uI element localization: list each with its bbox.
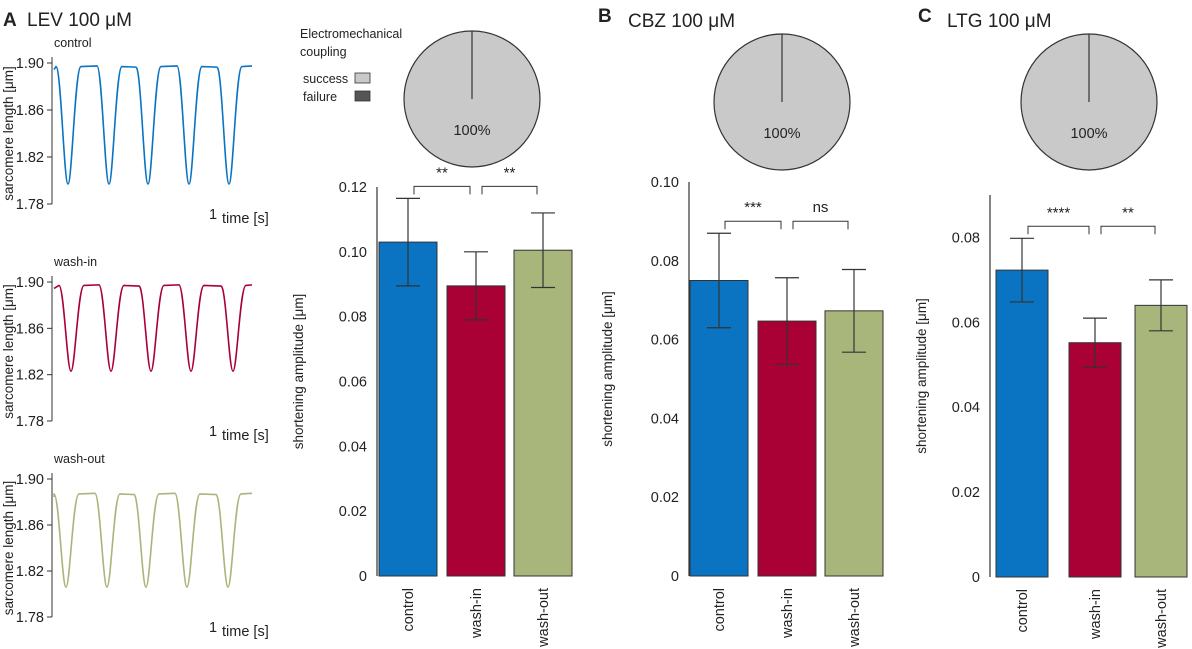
category-label: wash-out (847, 588, 863, 648)
bar-y-tick-label: 0.02 (651, 490, 679, 506)
significance-bracket (1100, 225, 1156, 235)
bar-y-tick-label: 0.06 (651, 333, 679, 349)
trace-waveform (53, 284, 253, 372)
trace-scale-value: 1 (209, 620, 217, 636)
significance-label: *** (744, 199, 762, 216)
legend-failure-label: failure (303, 90, 337, 104)
bar-y-axis-title: shortening amplitude [μm] (600, 291, 615, 447)
pie-charts: 100% 100% 100% (403, 30, 1158, 171)
legend-failure-swatch (354, 90, 371, 102)
trace-y-tick-label: 1.86 (16, 103, 44, 119)
trace-y-tick-label: 1.90 (16, 472, 44, 488)
trace-time-label: time [s] (222, 211, 269, 227)
bar-y-tick-label: 0.04 (651, 411, 679, 427)
bar-wash-in (446, 285, 506, 577)
panel-letter-c: C (918, 6, 932, 27)
bar-control (378, 241, 438, 577)
panel-letter-a: A (3, 10, 17, 31)
bar-wash-out (513, 249, 573, 577)
category-label: wash-in (1088, 589, 1104, 640)
category-label: control (1015, 589, 1031, 633)
bar-control (995, 269, 1049, 578)
trace-y-tick-label: 1.82 (16, 564, 44, 580)
bar-y-tick-label: 0 (972, 570, 980, 586)
trace-y-tick-label: 1.86 (16, 518, 44, 534)
panel-title-a: LEV 100 μM (27, 10, 132, 31)
bar-y-tick-label: 0.02 (952, 485, 980, 501)
bar-y-tick-label: 0.08 (952, 230, 980, 246)
trace-time-label: time [s] (222, 624, 269, 640)
trace-y-axis-title: sarcomere length [μm] (1, 66, 16, 201)
trace-y-tick-label: 1.78 (16, 414, 44, 430)
significance-bracket (1027, 225, 1090, 235)
bar-y-tick-label: 0.04 (339, 439, 367, 455)
trace-waveform (53, 65, 253, 185)
significance-bracket (481, 185, 538, 195)
bar-y-tick-label: 0.08 (339, 310, 367, 326)
legend-success-swatch (354, 72, 371, 84)
significance-bracket (792, 220, 849, 230)
panel-title-b: CBZ 100 μM (628, 11, 735, 32)
trace-y-axis-title: sarcomere length [μm] (1, 284, 16, 419)
pie-title-line2: coupling (300, 45, 347, 59)
significance-label: ** (504, 164, 516, 181)
bar-y-tick-label: 0.02 (339, 504, 367, 520)
bar-y-tick-label: 0.10 (339, 245, 367, 261)
trace-scale-value: 1 (209, 424, 217, 440)
trace-y-axis-title: sarcomere length [μm] (1, 481, 16, 616)
panel-title-c: LTG 100 μM (947, 11, 1052, 32)
bar-y-tick-label: 0 (671, 569, 679, 585)
bar-y-tick-label: 0.06 (339, 375, 367, 391)
trace-y-tick-label: 1.90 (16, 56, 44, 72)
trace-condition-label: control (54, 36, 92, 50)
bar-y-tick-label: 0.10 (651, 175, 679, 191)
trace-time-label: time [s] (222, 428, 269, 444)
significance-label: ** (1122, 204, 1134, 221)
significance-bracket (724, 220, 782, 230)
bar-y-tick-label: 0 (359, 569, 367, 585)
bar-wash-out (824, 310, 884, 577)
bar-control (689, 280, 749, 577)
trace-y-tick-label: 1.86 (16, 321, 44, 337)
trace-waveform (53, 492, 253, 588)
category-label: control (712, 588, 728, 632)
trace-scale-value: 1 (209, 207, 217, 223)
trace-condition-label: wash-out (53, 452, 105, 466)
bar-y-axis-title: shortening amplitude [μm] (291, 294, 306, 450)
bar-y-axis-title: shortening amplitude [μm] (914, 298, 929, 454)
bar-y-tick-label: 0.06 (952, 315, 980, 331)
pie-percent-label: 100% (763, 126, 800, 142)
trace-y-tick-label: 1.90 (16, 275, 44, 291)
category-label: wash-in (780, 588, 796, 639)
significance-bracket (413, 185, 471, 195)
pie-title-line1: Electromechanical (300, 27, 402, 41)
trace-y-tick-label: 1.78 (16, 197, 44, 213)
category-label: wash-in (469, 588, 485, 639)
panel-letter-b: B (598, 6, 612, 27)
category-label: wash-out (1154, 589, 1170, 649)
trace-y-tick-label: 1.78 (16, 610, 44, 626)
significance-label: **** (1047, 204, 1071, 221)
trace-y-tick-label: 1.82 (16, 150, 44, 166)
pie-percent-label: 100% (1070, 126, 1107, 142)
significance-label: ** (436, 164, 448, 181)
bar-y-tick-label: 0.04 (952, 400, 980, 416)
trace-condition-label: wash-in (53, 255, 97, 269)
bar-wash-in (1068, 342, 1122, 578)
trace-y-tick-label: 1.82 (16, 368, 44, 384)
category-label: wash-out (536, 588, 552, 648)
bar-y-tick-label: 0.12 (339, 180, 367, 196)
bar-y-tick-label: 0.08 (651, 254, 679, 270)
category-label: control (401, 588, 417, 632)
legend-success-label: success (303, 72, 348, 86)
bar-charts: 0 0.02 0.04 0.06 0.08 0.10 0.12 shortening ampl… (291, 164, 1188, 649)
bar-wash-out (1134, 304, 1188, 578)
pie-percent-label: 100% (453, 123, 490, 139)
significance-label: ns (813, 199, 829, 216)
sarcomere-traces: 1.90 1.86 1.82 1.78 control sarcomere length … (1, 36, 269, 640)
